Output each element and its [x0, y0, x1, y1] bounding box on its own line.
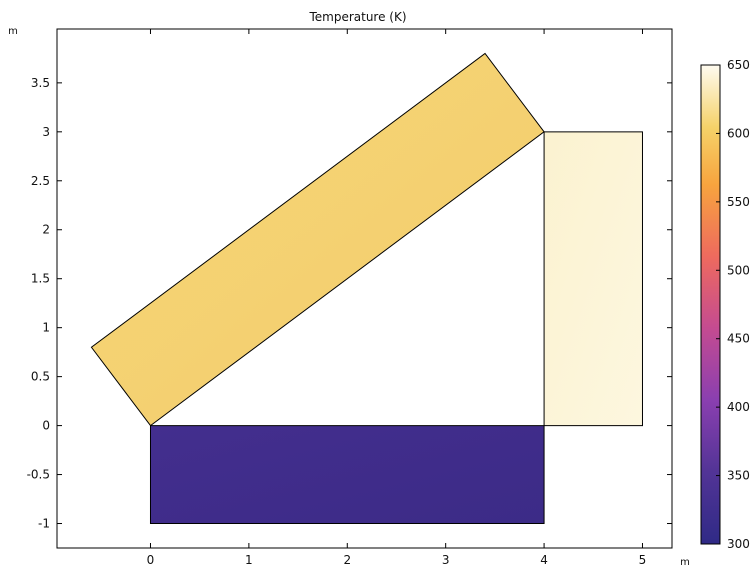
y-axis-unit: m: [8, 26, 18, 37]
colorbar-tick-label: 600: [727, 126, 750, 140]
y-tick-label: 0: [42, 419, 50, 433]
y-tick-label: 2.5: [31, 174, 50, 188]
colorbar: 300 350 400 450 500 550 600 650: [701, 58, 750, 551]
y-tick-label: 3: [42, 125, 50, 139]
x-tick-label: 0: [147, 553, 155, 567]
x-axis-unit: m: [680, 557, 690, 568]
y-tick-label: 1: [42, 321, 50, 335]
colorbar-scale: [701, 65, 720, 544]
colorbar-tick-label: 300: [727, 537, 750, 551]
colorbar-tick-label: 400: [727, 400, 750, 414]
y-tick-label: 3.5: [31, 76, 50, 90]
x-tick-label: 2: [343, 553, 351, 567]
region-bottom-bar: [150, 426, 544, 524]
y-tick-label: -0.5: [27, 468, 50, 482]
colorbar-tick-label: 550: [727, 195, 750, 209]
y-tick-label: 1.5: [31, 272, 50, 286]
x-tick-label: 1: [245, 553, 253, 567]
region-vertical-bar: [544, 132, 642, 426]
x-tick-label: 5: [639, 553, 647, 567]
y-tick-label: -1: [38, 517, 50, 531]
colorbar-tick-label: 350: [727, 469, 750, 483]
y-tick-label: 0.5: [31, 370, 50, 384]
x-tick-label: 4: [540, 553, 548, 567]
colorbar-tick-label: 500: [727, 263, 750, 277]
plot-title: Temperature (K): [308, 10, 406, 24]
x-tick-label: 3: [442, 553, 450, 567]
y-tick-label: 2: [42, 223, 50, 237]
colorbar-tick-label: 650: [727, 58, 750, 72]
colorbar-tick-label: 450: [727, 332, 750, 346]
region-inclined-bar: [91, 53, 544, 425]
geometry-regions: [91, 53, 642, 523]
